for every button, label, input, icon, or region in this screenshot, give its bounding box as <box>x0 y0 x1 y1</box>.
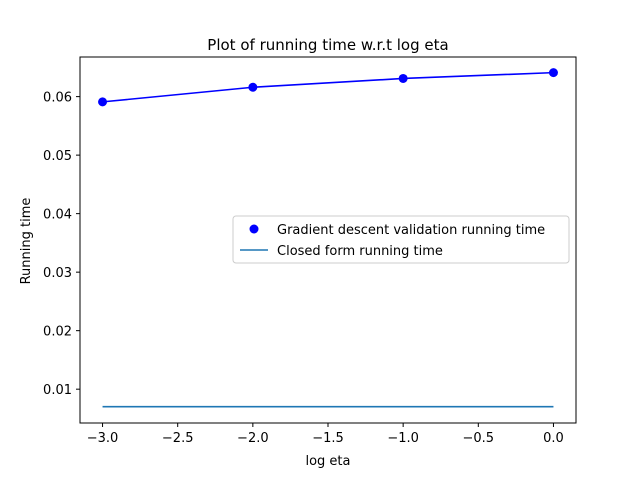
chart-title: Plot of running time w.r.t log eta <box>207 36 448 54</box>
legend-marker <box>249 224 259 234</box>
y-tick-label: 0.05 <box>43 149 72 164</box>
y-tick-label: 0.02 <box>43 325 72 340</box>
y-tick-label: 0.03 <box>43 266 72 281</box>
x-tick-label: −3.0 <box>87 431 119 446</box>
x-tick-label: −0.5 <box>463 431 495 446</box>
series-line-0 <box>102 71 554 103</box>
plot-area: −3.0 −2.5 −2.0 −1.5 −1.0 −0.5 0.0 0.01 0.02 0.03 0… <box>43 56 577 446</box>
y-tick-label: 0.06 <box>43 91 72 106</box>
x-axis-label: log eta <box>305 454 350 469</box>
x-tick-label: −1.5 <box>312 431 344 446</box>
y-tick-label: 0.04 <box>43 208 72 223</box>
x-tick-label: −2.5 <box>162 431 194 446</box>
legend-box <box>232 215 570 264</box>
y-tick-label: 0.01 <box>43 383 72 398</box>
series-marker-0 <box>398 73 408 83</box>
series-marker-0 <box>548 68 558 78</box>
legend-entry-label: Gradient descent validation running time <box>277 223 545 238</box>
legend-entry-label: Closed form running time <box>277 244 443 259</box>
x-tick-label: −1.0 <box>387 431 419 446</box>
series-marker-0 <box>98 97 108 107</box>
legend: Gradient descent validation running time… <box>232 215 570 264</box>
x-tick-label: 0.0 <box>543 431 564 446</box>
series-marker-0 <box>248 82 258 92</box>
x-tick-label: −2.0 <box>237 431 269 446</box>
y-axis-label: Running time <box>19 198 34 285</box>
